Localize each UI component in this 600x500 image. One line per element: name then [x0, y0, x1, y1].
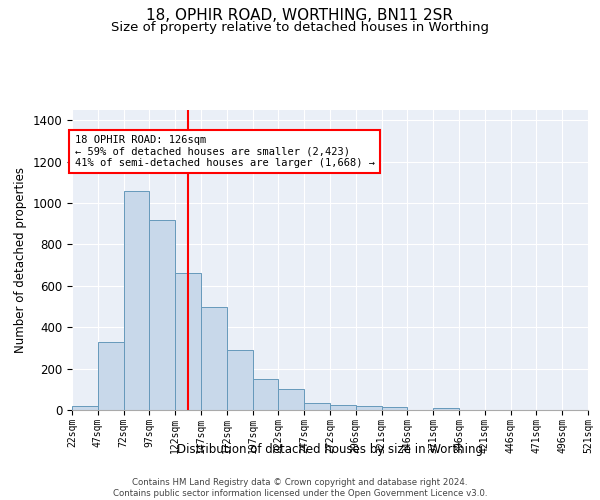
Bar — [201, 306, 227, 410]
Text: 18 OPHIR ROAD: 126sqm
← 59% of detached houses are smaller (2,423)
41% of semi-d: 18 OPHIR ROAD: 126sqm ← 59% of detached … — [74, 135, 374, 168]
Bar — [304, 403, 330, 410]
Bar — [356, 406, 382, 410]
Text: Distribution of detached houses by size in Worthing: Distribution of detached houses by size … — [177, 442, 483, 456]
Bar — [227, 350, 253, 410]
Y-axis label: Number of detached properties: Number of detached properties — [14, 167, 27, 353]
Bar — [72, 406, 98, 410]
Text: Size of property relative to detached houses in Worthing: Size of property relative to detached ho… — [111, 21, 489, 34]
Bar — [98, 342, 124, 410]
Text: Contains HM Land Registry data © Crown copyright and database right 2024.
Contai: Contains HM Land Registry data © Crown c… — [113, 478, 487, 498]
Bar — [175, 274, 201, 410]
Bar — [278, 390, 304, 410]
Text: 18, OPHIR ROAD, WORTHING, BN11 2SR: 18, OPHIR ROAD, WORTHING, BN11 2SR — [146, 8, 454, 22]
Bar — [124, 190, 149, 410]
Bar — [330, 405, 356, 410]
Bar — [149, 220, 175, 410]
Bar — [433, 408, 459, 410]
Bar — [382, 407, 407, 410]
Bar — [253, 379, 278, 410]
